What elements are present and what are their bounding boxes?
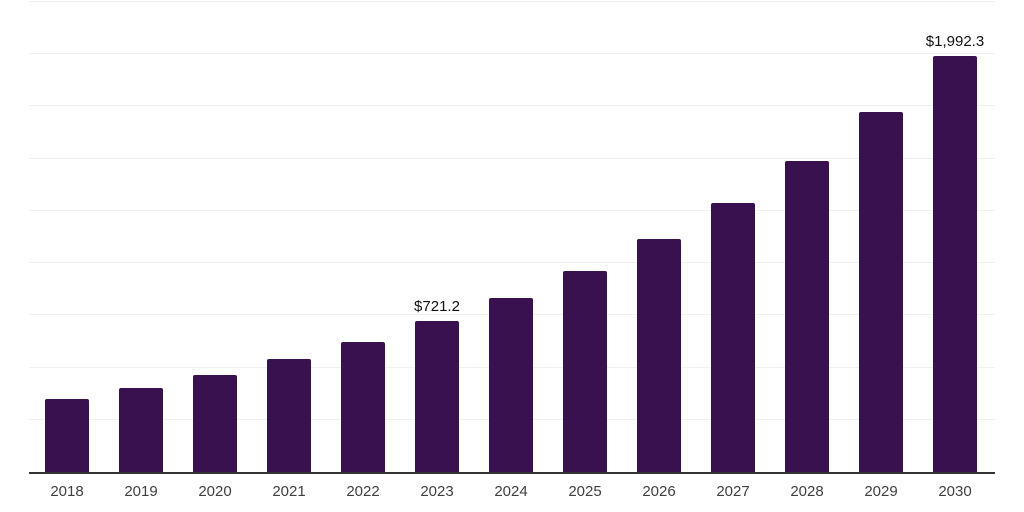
x-tick-label-2027: 2027 [716, 483, 750, 500]
bar-2029[interactable] [859, 111, 903, 472]
x-tick-label-2025: 2025 [568, 483, 602, 500]
bar-2023[interactable] [415, 321, 459, 472]
bar-2024[interactable] [489, 297, 533, 472]
x-tick-label-2023: 2023 [420, 483, 454, 500]
gridline-1750 [29, 105, 995, 107]
gridline-2000 [29, 53, 995, 55]
bar-2026[interactable] [637, 239, 681, 472]
bar-2019[interactable] [119, 387, 163, 472]
bar-2028[interactable] [785, 160, 829, 472]
bar-2018[interactable] [45, 399, 89, 472]
x-tick-label-2019: 2019 [124, 483, 158, 500]
data-label-2023: $721.2 [414, 298, 460, 316]
x-tick-label-2029: 2029 [864, 483, 898, 500]
gridline-1000 [29, 262, 995, 264]
gridline-1250 [29, 209, 995, 211]
bar-2022[interactable] [341, 341, 385, 472]
bar-2027[interactable] [711, 202, 755, 472]
data-label-2030: $1,992.3 [925, 32, 985, 50]
gridline-2250 [29, 1, 995, 2]
x-tick-label-2026: 2026 [642, 483, 676, 500]
bar-2025[interactable] [563, 270, 607, 472]
x-axis-tick-row: 2018 2019 2020 2021 2022 2023 2024 2025 2026 2027… [29, 481, 995, 503]
plot-area: $721.2 $1,992.3 [29, 1, 995, 474]
bar-2020[interactable] [193, 374, 237, 472]
x-tick-label-2030: 2030 [938, 483, 972, 500]
x-tick-label-2021: 2021 [272, 483, 306, 500]
x-tick-label-2024: 2024 [494, 483, 528, 500]
x-axis-line [29, 472, 995, 474]
bar-2030[interactable] [933, 55, 977, 472]
bar-2021[interactable] [267, 359, 311, 472]
x-tick-label-2028: 2028 [790, 483, 824, 500]
x-tick-label-2020: 2020 [198, 483, 232, 500]
x-tick-label-2022: 2022 [346, 483, 380, 500]
gridline-1500 [29, 157, 995, 159]
x-tick-label-2018: 2018 [50, 483, 84, 500]
